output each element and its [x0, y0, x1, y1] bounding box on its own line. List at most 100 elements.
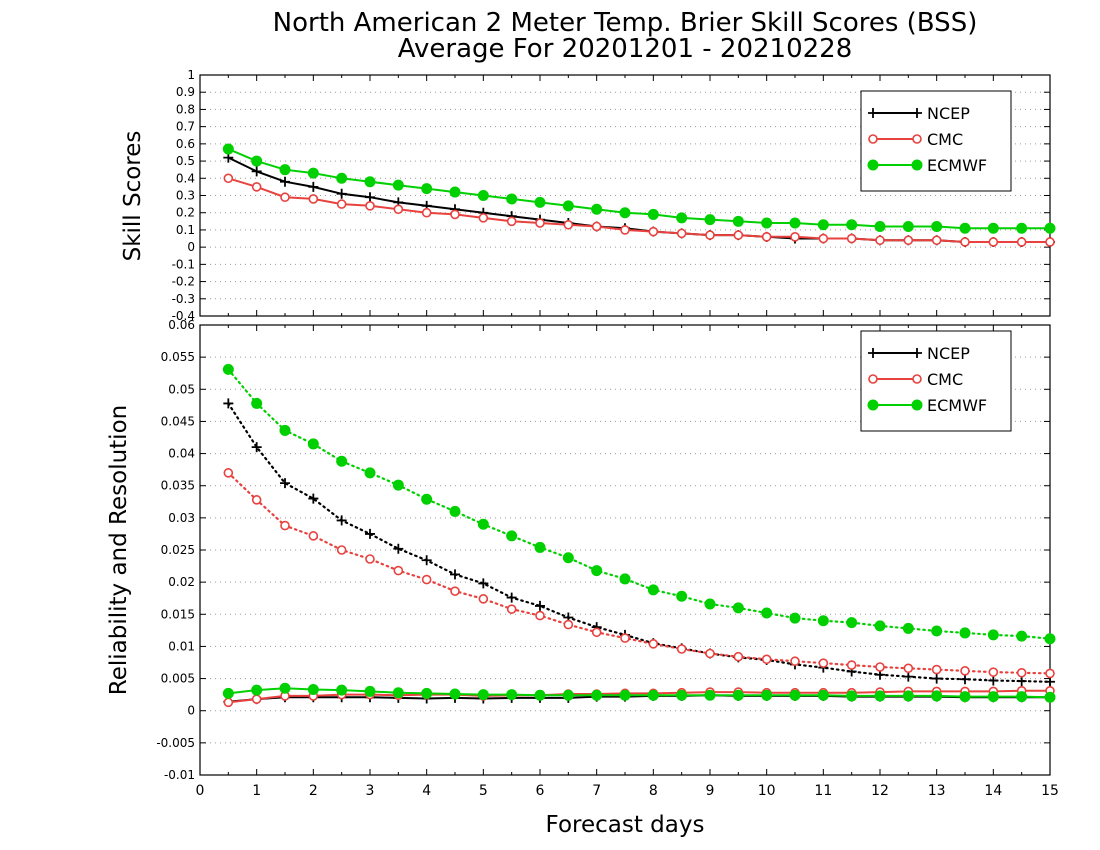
data-point [450, 209, 460, 220]
data-point [478, 594, 489, 604]
data-point [535, 600, 545, 611]
legend-label: NCEP [927, 344, 970, 363]
data-point [280, 176, 290, 187]
data-point [421, 687, 433, 699]
data-point [1016, 691, 1028, 703]
legend-item-cmc: CMC [868, 130, 963, 149]
data-point [365, 192, 375, 203]
data-point [931, 625, 943, 637]
data-point [251, 397, 263, 409]
data-point [733, 651, 744, 662]
data-point [761, 217, 773, 229]
data-point [308, 493, 319, 504]
data-point [789, 612, 801, 624]
data-point [477, 518, 489, 530]
data-point [960, 674, 970, 685]
data-point [365, 554, 375, 564]
data-point [846, 219, 858, 231]
data-point [732, 602, 744, 614]
data-point [308, 531, 319, 541]
data-point [987, 691, 999, 703]
legend-item-cmc: CMC [868, 370, 963, 389]
x-tick-label: 10 [758, 783, 776, 799]
x-tick-label: 15 [1041, 783, 1059, 799]
x-axis-label: Forecast days [546, 812, 705, 838]
data-point [704, 689, 716, 701]
y-tick-label: 0.5 [176, 154, 195, 168]
data-point [818, 658, 829, 668]
data-point [988, 667, 999, 677]
data-point [903, 671, 914, 682]
y-tick-label: -0.1 [172, 257, 195, 271]
data-point [562, 200, 574, 212]
legend-marker [868, 108, 878, 118]
data-point [251, 495, 262, 505]
y-tick-label: 0 [187, 240, 195, 254]
x-tick-label: 9 [706, 783, 715, 799]
data-point [619, 573, 631, 585]
data-point [393, 543, 404, 554]
chart-title-line2: Average For 20201201 - 20210228 [398, 34, 853, 64]
data-point [308, 181, 319, 192]
data-point [875, 235, 885, 246]
data-point [365, 528, 375, 539]
data-point [534, 541, 546, 553]
data-point [336, 545, 347, 555]
data-point [251, 694, 262, 704]
data-point [393, 204, 404, 215]
data-point [279, 682, 291, 694]
data-point [761, 607, 773, 619]
legend-marker [912, 108, 922, 118]
data-point [676, 590, 688, 602]
data-point [562, 689, 574, 701]
y-tick-label: 0.045 [161, 414, 195, 428]
y-tick-label: -0.01 [164, 768, 195, 782]
data-point [307, 438, 319, 450]
chart-title-line1: North American 2 Meter Temp. Brier Skill… [273, 8, 978, 38]
legend-label: ECMWF [927, 156, 987, 175]
legend-marker [911, 399, 923, 411]
legend-label: CMC [927, 370, 963, 389]
x-tick-label: 2 [309, 783, 318, 799]
y-tick-label: 0.03 [168, 511, 195, 525]
data-point [790, 656, 800, 667]
data-point [902, 220, 914, 232]
y-tick-label: 0.1 [176, 223, 195, 237]
legend-marker [868, 374, 878, 384]
x-tick-label: 11 [814, 783, 832, 799]
y-tick-label: 0.01 [168, 639, 195, 653]
y-tick-label: 0.9 [176, 85, 195, 99]
data-point [1044, 222, 1056, 234]
x-tick-label: 0 [196, 783, 205, 799]
data-point [336, 199, 347, 209]
data-point [931, 220, 943, 232]
data-point [336, 172, 348, 184]
data-point [449, 505, 461, 517]
data-point [534, 689, 546, 701]
data-point [223, 468, 234, 478]
y-tick-label: 0.3 [176, 189, 195, 203]
data-point [562, 552, 574, 564]
data-point [1044, 633, 1056, 645]
data-point [280, 192, 290, 203]
legend-item-ecmwf: ECMWF [867, 156, 987, 175]
data-point [647, 208, 659, 220]
data-point [817, 615, 829, 627]
data-point [477, 190, 489, 201]
series-ncep-resolution [223, 398, 1055, 687]
data-point [591, 203, 603, 215]
data-point [1044, 691, 1056, 703]
data-point [591, 221, 602, 232]
data-point [960, 666, 970, 676]
data-point [874, 620, 886, 632]
data-point [591, 627, 602, 638]
data-point [1016, 237, 1027, 247]
data-point [336, 684, 348, 696]
data-point [676, 228, 687, 239]
data-point [251, 166, 262, 177]
x-tick-label: 5 [479, 783, 488, 799]
data-point [535, 218, 545, 228]
data-point [959, 222, 971, 234]
data-point [506, 592, 517, 603]
y-tick-label: 0 [187, 704, 195, 718]
